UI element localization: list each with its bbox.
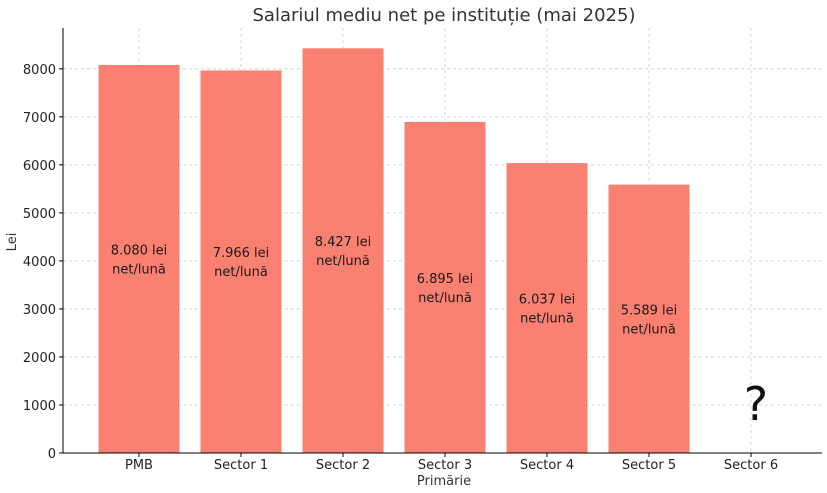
- bar: [200, 70, 282, 454]
- bar-data-label: 7.966 lei net/lună: [213, 246, 270, 280]
- x-tick-label: Sector 5: [622, 458, 676, 473]
- bar-data-label-unknown: ?: [744, 377, 768, 431]
- bar: [98, 64, 180, 453]
- bar: [506, 163, 588, 453]
- bar-data-label: 5.589 lei net/lună: [621, 303, 678, 337]
- x-axis-title: Primărie: [417, 474, 471, 489]
- axes: 0 1000 2000 3000 4000 5000 6000 7000 8000 PMB Sect…: [23, 28, 822, 473]
- bar: [404, 121, 486, 453]
- y-tick-label: 4000: [23, 255, 56, 270]
- y-tick-label: 1000: [23, 399, 56, 414]
- y-tick-label: 8000: [23, 63, 56, 78]
- bars: 8.080 lei net/lună 7.966 lei net/lună 8.427 …: [98, 48, 768, 454]
- y-tick-label: 5000: [23, 207, 56, 222]
- x-tick-label: Sector 4: [520, 458, 574, 473]
- y-tick-label: 7000: [23, 111, 56, 126]
- y-tick-label: 6000: [23, 159, 56, 174]
- y-axis-title: Lei: [5, 233, 20, 252]
- x-tick-label: Sector 3: [418, 458, 472, 473]
- bar-data-label: 8.080 lei net/lună: [111, 243, 168, 277]
- bar: [608, 184, 690, 454]
- x-tick-label: Sector 6: [724, 458, 778, 473]
- x-tick-label: PMB: [125, 458, 153, 473]
- bar: [302, 48, 384, 453]
- y-tick-label: 2000: [23, 351, 56, 366]
- x-tick-label: Sector 2: [316, 458, 370, 473]
- chart-title: Salariul mediu net pe instituție (mai 20…: [253, 5, 636, 26]
- bar-data-label: 6.895 lei net/lună: [417, 272, 474, 306]
- x-tick-label: Sector 1: [214, 458, 268, 473]
- bar-data-label: 8.427 lei net/lună: [315, 235, 372, 269]
- y-tick-label: 0: [48, 447, 56, 462]
- bar-data-label: 6.037 lei net/lună: [519, 293, 576, 327]
- y-tick-label: 3000: [23, 303, 56, 318]
